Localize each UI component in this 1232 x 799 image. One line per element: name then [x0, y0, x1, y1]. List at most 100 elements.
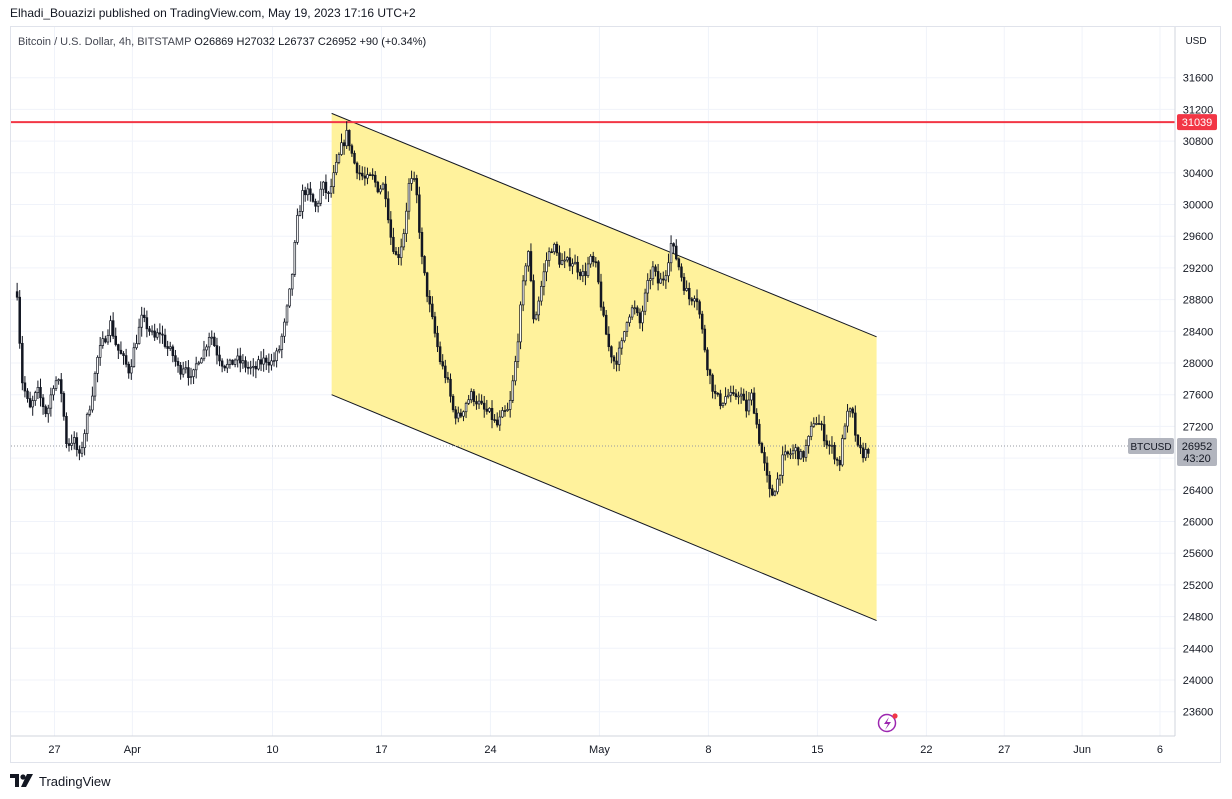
candle-body [846, 410, 849, 427]
candle-body [376, 181, 380, 193]
candle [96, 355, 99, 383]
candle-body [262, 357, 265, 365]
candle [446, 371, 450, 383]
candle [306, 183, 310, 201]
candle [760, 441, 764, 454]
candle [301, 184, 304, 219]
candle-body [475, 401, 478, 405]
lightning-icon[interactable] [877, 713, 898, 733]
candle-body [98, 345, 102, 358]
channel-fill[interactable] [331, 113, 877, 621]
candle-body [822, 424, 826, 442]
y-tick-label: 24400 [1183, 643, 1214, 655]
candle-body [854, 412, 857, 436]
candle [389, 211, 393, 246]
candle-body [669, 243, 673, 264]
candle-body [571, 263, 574, 267]
candle [205, 344, 208, 357]
candle [80, 441, 84, 458]
channel-lower-line[interactable] [331, 394, 877, 622]
candle [846, 404, 849, 433]
candle-body [283, 321, 286, 337]
candle-body [49, 394, 53, 409]
y-tick-label: 31200 [1183, 104, 1214, 116]
candle [329, 178, 333, 198]
candle-body [15, 291, 19, 298]
candle-body [52, 388, 55, 396]
candle-body [493, 419, 496, 421]
candle-body [742, 393, 745, 401]
candle-body [553, 243, 556, 253]
candle-body [859, 444, 862, 449]
candle [355, 161, 359, 180]
candle [607, 326, 611, 352]
candle [581, 264, 585, 283]
candle-body [791, 450, 795, 455]
candle-body [809, 425, 813, 437]
candle-body [529, 251, 533, 281]
y-tick-label: 31600 [1183, 73, 1214, 85]
candle-body [309, 188, 312, 195]
candle [353, 150, 356, 165]
candle [467, 394, 470, 406]
candle-body [259, 359, 263, 365]
candle-body [70, 442, 73, 446]
candle [324, 174, 328, 200]
candle-body [690, 298, 694, 302]
candle [106, 329, 110, 345]
candle-body [716, 392, 720, 395]
candle [578, 268, 582, 281]
candle [501, 407, 504, 419]
candle [418, 186, 421, 239]
candle [184, 361, 188, 374]
candle-body [301, 190, 304, 212]
candle [249, 360, 252, 375]
candle [207, 332, 211, 357]
x-tick-label: 8 [705, 744, 711, 756]
candle-body [168, 346, 172, 349]
candle [628, 314, 631, 327]
candle [851, 406, 854, 418]
candle-body [867, 449, 870, 454]
candle-body [615, 360, 618, 365]
candle [124, 348, 128, 368]
candle-body [745, 399, 748, 412]
candle-body [726, 394, 730, 397]
candle-body [59, 379, 63, 394]
candle [472, 389, 476, 407]
candle [361, 166, 364, 181]
candle [511, 375, 515, 404]
price-axis[interactable]: USD 23600 24000 24400 24800 25200 25600 26000 26… [1174, 27, 1217, 736]
candle-body [254, 365, 258, 370]
candle-body [576, 261, 579, 273]
footer-brand[interactable]: TradingView [10, 772, 111, 790]
y-tick-label: 28800 [1183, 295, 1214, 307]
candle [547, 247, 551, 267]
candle-body [54, 380, 58, 389]
candle [270, 353, 273, 371]
candle [348, 129, 351, 151]
candle-body [423, 256, 426, 274]
candle [441, 354, 444, 370]
candle-body [830, 444, 834, 447]
candle-body [659, 278, 662, 284]
candle [604, 310, 608, 336]
candle-body [397, 254, 400, 259]
candle [52, 385, 55, 401]
candle [802, 450, 805, 462]
candle-body [340, 142, 343, 155]
candle-body [270, 360, 273, 366]
candle-body [636, 307, 639, 314]
candle-body [296, 215, 299, 243]
x-tick-label: 24 [484, 744, 496, 756]
candle [265, 355, 268, 371]
candle-body [202, 349, 206, 360]
candle [34, 390, 37, 406]
candle [680, 263, 683, 282]
channel-upper-line[interactable] [331, 112, 877, 338]
time-axis[interactable]: 27 Apr 10 17 24 May 8 15 22 27 Jun 6 [11, 735, 1175, 756]
candle-body [599, 281, 603, 308]
candle [423, 255, 426, 276]
candle-body [542, 271, 546, 287]
